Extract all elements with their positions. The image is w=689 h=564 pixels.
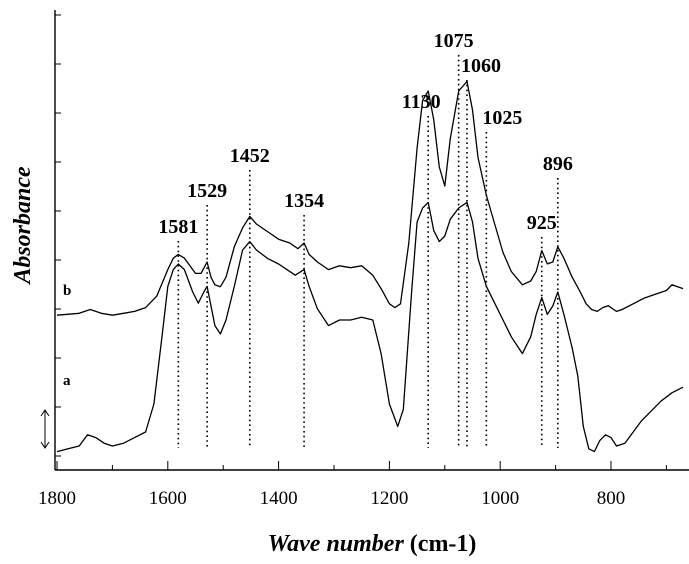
x-tick-label: 1800 bbox=[38, 488, 76, 509]
x-axis-ticks bbox=[56, 461, 667, 470]
peak-label-1060: 1060 bbox=[461, 55, 501, 77]
peak-label-1452: 1452 bbox=[230, 145, 270, 167]
series-label-b: b bbox=[63, 283, 71, 299]
x-tick-label: 1000 bbox=[481, 488, 519, 509]
series-line-a bbox=[56, 201, 684, 453]
series-label-a: a bbox=[63, 373, 71, 389]
x-axis-tick-labels: 1800 1600 1400 1200 1000 800 bbox=[38, 488, 625, 509]
x-axis-title: Wave number (cm-1) bbox=[268, 531, 477, 557]
spectra-lines bbox=[56, 80, 684, 453]
y-axis-title: Absorbance bbox=[10, 166, 36, 286]
x-tick-label: 1400 bbox=[260, 488, 298, 509]
series-line-b bbox=[56, 80, 684, 316]
peak-label-1075: 1075 bbox=[434, 30, 474, 52]
x-axis-title-unit: (cm-1) bbox=[404, 531, 477, 557]
x-axis-title-main: Wave number bbox=[268, 531, 405, 557]
peak-label-1130: 1130 bbox=[402, 91, 441, 113]
x-tick-label: 1600 bbox=[149, 488, 187, 509]
y-axis-minor-ticks bbox=[55, 14, 61, 457]
x-tick-label: 800 bbox=[597, 488, 626, 509]
peak-label-925: 925 bbox=[527, 212, 557, 234]
peak-marker-lines bbox=[177, 55, 559, 448]
peak-label-896: 896 bbox=[543, 153, 573, 175]
series-labels: ba bbox=[63, 283, 71, 389]
peak-label-1581: 1581 bbox=[158, 216, 198, 238]
peak-label-1025: 1025 bbox=[482, 107, 522, 129]
peak-label-1529: 1529 bbox=[187, 180, 227, 202]
peak-label-1354: 1354 bbox=[284, 190, 324, 212]
x-tick-label: 1200 bbox=[370, 488, 408, 509]
scale-bar-double-arrow-icon bbox=[40, 409, 50, 449]
